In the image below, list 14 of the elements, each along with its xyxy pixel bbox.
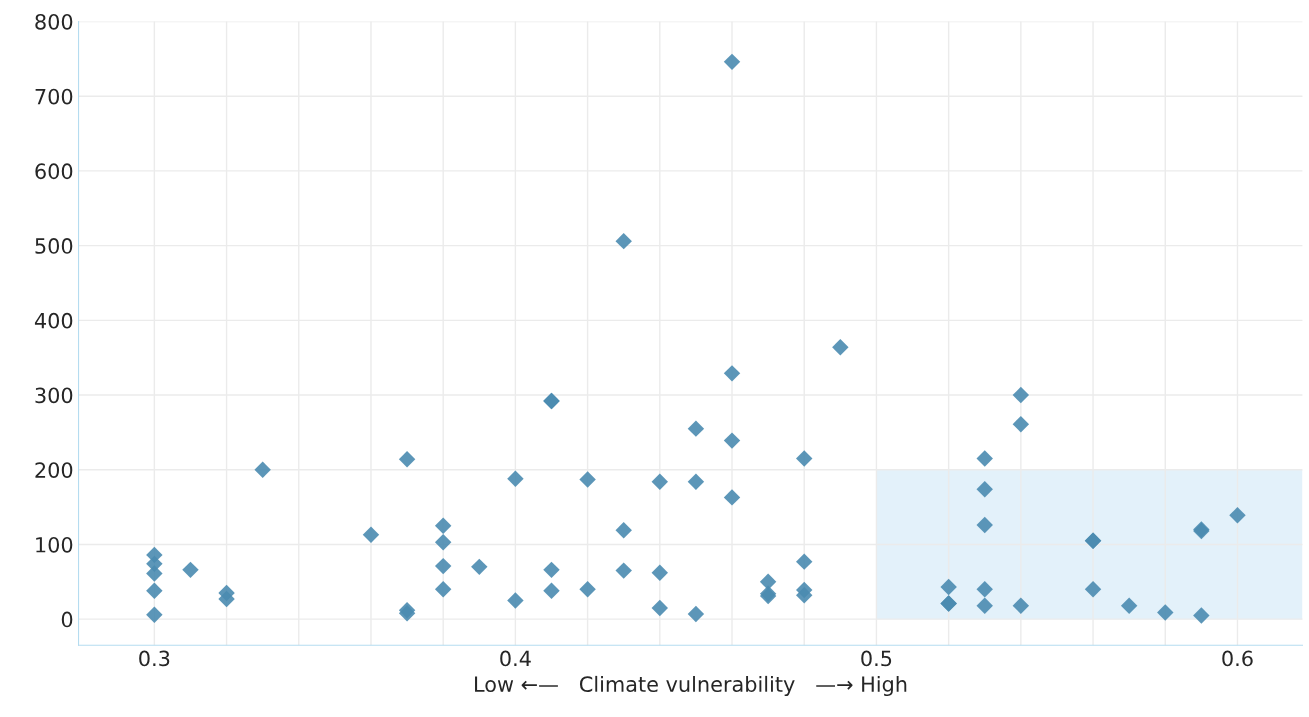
- y-tick-label: 700: [35, 88, 73, 105]
- y-tick-label: 800: [35, 13, 73, 30]
- x-tick-label: 0.4: [500, 650, 531, 667]
- y-tick-label: 100: [36, 536, 73, 553]
- x-axis-title: Low ←— Climate vulnerability —→ High: [475, 675, 907, 697]
- y-tick-label: 0: [61, 611, 73, 628]
- x-tick-label: 0.5: [861, 650, 892, 667]
- y-tick-label: 600: [35, 163, 73, 180]
- x-tick-label: 0.3: [139, 650, 170, 667]
- y-tick-label: 300: [35, 387, 73, 404]
- y-tick-label: 500: [35, 238, 73, 254]
- y-tick-label: 200: [35, 462, 73, 478]
- y-tick-label: 400: [34, 312, 73, 329]
- x-tick-label: 0.6: [1222, 650, 1253, 667]
